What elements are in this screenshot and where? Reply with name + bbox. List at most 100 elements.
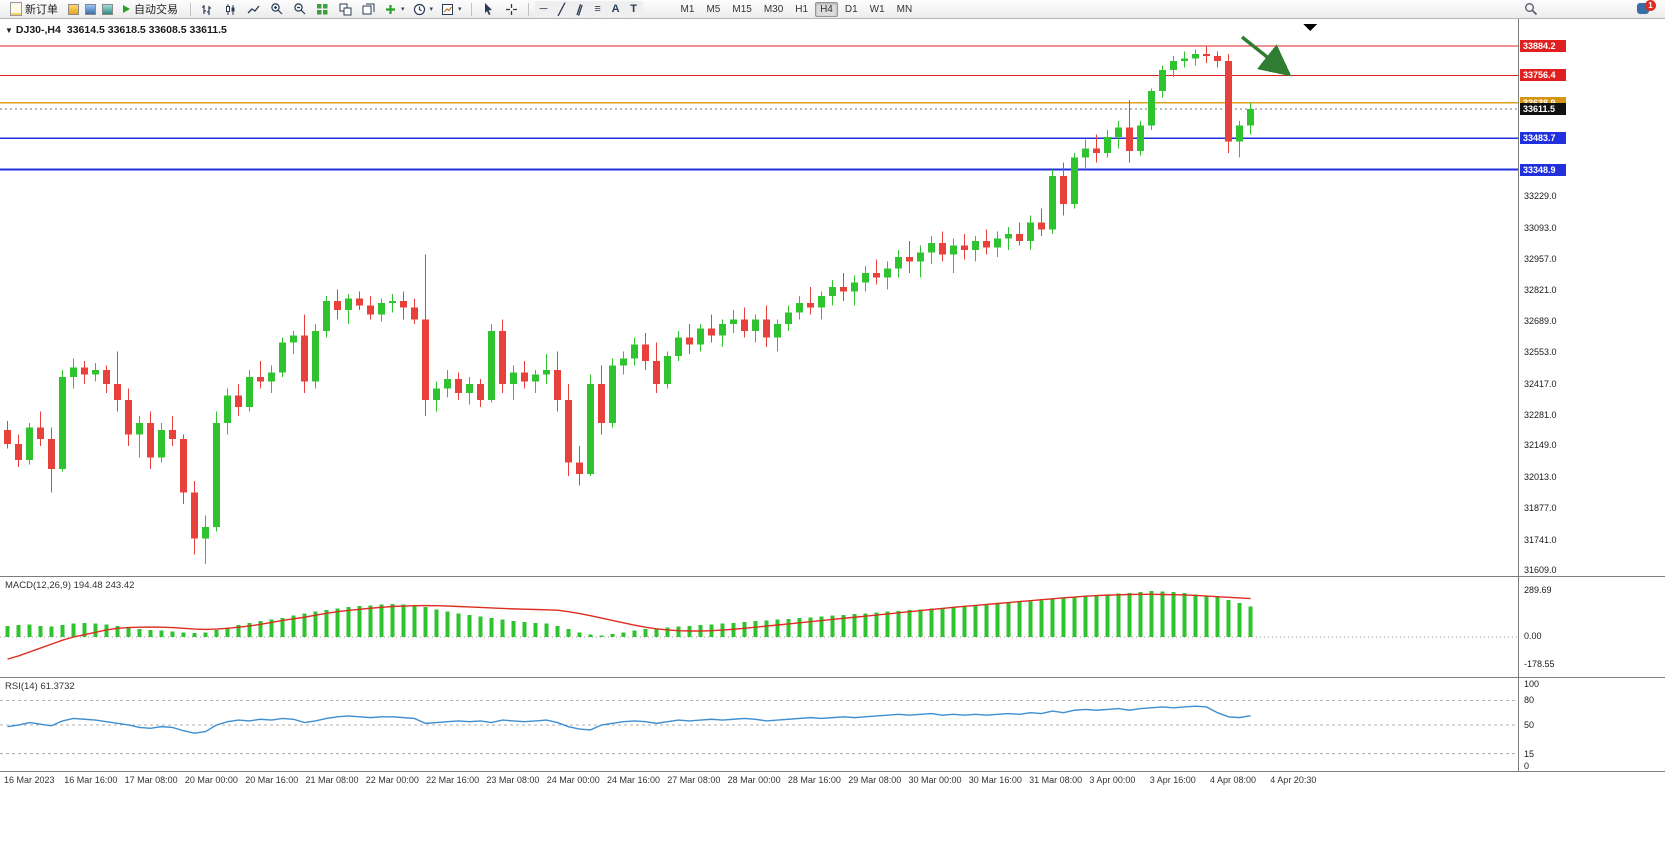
- timeframe-d1[interactable]: D1: [840, 2, 863, 17]
- navigator-icon[interactable]: [102, 3, 113, 15]
- cursor-icon[interactable]: [478, 0, 499, 18]
- candle: [213, 423, 220, 527]
- candle: [378, 303, 385, 315]
- candle: [840, 286, 847, 292]
- trendline-tool[interactable]: ╱: [552, 1, 571, 17]
- macd-bar: [5, 625, 10, 637]
- rsi-panel[interactable]: [0, 678, 1518, 771]
- fibo-tool[interactable]: ≡: [588, 1, 607, 17]
- macd-bar: [38, 625, 43, 637]
- macd-bar: [643, 629, 648, 637]
- timeframe-m15[interactable]: M15: [727, 2, 756, 17]
- candle: [1214, 56, 1221, 61]
- price-tick: 31741.0: [1524, 534, 1557, 545]
- toolbar: 新订单 自动交易: [0, 0, 1665, 19]
- text-tool[interactable]: A: [606, 1, 625, 17]
- price-tick: 32957.0: [1524, 253, 1557, 264]
- candle: [1005, 233, 1012, 239]
- market-watch-icon[interactable]: [68, 3, 79, 15]
- macd-panel[interactable]: [0, 577, 1518, 677]
- macd-bar: [71, 623, 76, 637]
- arrows-tool[interactable]: T: [624, 1, 643, 17]
- candle: [466, 383, 473, 394]
- candle: [1115, 127, 1122, 137]
- auto-trading-button[interactable]: 自动交易: [117, 1, 184, 17]
- candle: [1181, 58, 1188, 61]
- candle: [136, 423, 143, 435]
- macd-bar: [302, 613, 307, 637]
- macd-bar: [346, 606, 351, 637]
- macd-bar: [764, 620, 769, 637]
- macd-bar: [522, 621, 527, 637]
- candle: [1170, 60, 1177, 71]
- candle: [202, 526, 209, 539]
- timeframe-mn[interactable]: MN: [892, 2, 918, 17]
- candle: [224, 395, 231, 424]
- timeframe-h1[interactable]: H1: [790, 2, 813, 17]
- macd-bar: [357, 606, 362, 637]
- candlestick-chart-icon[interactable]: [220, 0, 241, 18]
- price-chart[interactable]: [0, 19, 1518, 576]
- period-button[interactable]: ▾: [410, 1, 437, 17]
- timeframe-w1[interactable]: W1: [865, 2, 890, 17]
- candle: [609, 365, 616, 424]
- zoom-out-icon[interactable]: [289, 0, 310, 18]
- crosshair-icon[interactable]: [501, 0, 522, 18]
- channel-tool[interactable]: ∥: [570, 1, 589, 17]
- notification-badge: 1: [1645, 0, 1656, 11]
- data-window-icon[interactable]: [85, 3, 96, 15]
- rsi-line: [7, 705, 1251, 734]
- macd-bar: [533, 622, 538, 637]
- auto-trading-label: 自动交易: [134, 4, 178, 16]
- macd-bar: [214, 629, 219, 637]
- arrange-windows-icon[interactable]: [335, 0, 356, 18]
- macd-bar: [841, 614, 846, 637]
- macd-signal-line: [7, 593, 1251, 660]
- trend-arrow-annotation[interactable]: [1240, 35, 1292, 77]
- chart-shift-marker[interactable]: [1303, 24, 1317, 31]
- macd-bar: [390, 603, 395, 637]
- macd-bar: [1039, 600, 1044, 637]
- candle: [81, 367, 88, 375]
- search-icon[interactable]: [1520, 0, 1541, 18]
- timeframe-h4[interactable]: H4: [815, 1, 838, 17]
- macd-bar: [1193, 594, 1198, 637]
- cascade-windows-icon[interactable]: [358, 0, 379, 18]
- macd-bar: [434, 609, 439, 637]
- macd-bar: [324, 610, 329, 637]
- candle: [1203, 53, 1210, 57]
- time-axis[interactable]: 16 Mar 2023 16 Mar 16:00 17 Mar 08:00 20 Ma…: [0, 772, 1518, 790]
- template-button[interactable]: ▾: [438, 1, 465, 17]
- candle: [246, 376, 253, 407]
- new-order-button[interactable]: 新订单: [4, 1, 64, 17]
- time-label: 31 Mar 08:00: [1029, 775, 1083, 785]
- candle: [1082, 148, 1089, 158]
- candle: [928, 243, 935, 253]
- macd-bar: [379, 604, 384, 637]
- candle: [939, 243, 946, 255]
- macd-bar: [775, 619, 780, 637]
- candle: [147, 423, 154, 458]
- price-axis[interactable]: 33229.0 33093.0 32957.0 32821.0 32689.0 32553…: [1519, 0, 1665, 841]
- candle: [686, 337, 693, 345]
- macd-bar: [456, 613, 461, 637]
- candle: [763, 319, 770, 338]
- candle: [1247, 109, 1254, 126]
- tile-windows-icon[interactable]: [312, 0, 333, 18]
- hline-tool[interactable]: ─: [534, 1, 553, 17]
- bar-chart-icon[interactable]: [197, 0, 218, 18]
- candle: [301, 335, 308, 382]
- price-tick: 33229.0: [1524, 191, 1557, 202]
- add-indicator-button[interactable]: ▾: [381, 1, 408, 17]
- zoom-in-icon[interactable]: [266, 0, 287, 18]
- timeframe-m1[interactable]: M1: [676, 2, 700, 17]
- notification-button[interactable]: 1: [1637, 0, 1656, 16]
- panel-separator[interactable]: [0, 677, 1665, 678]
- timeframe-m30[interactable]: M30: [759, 2, 788, 17]
- panel-separator[interactable]: [0, 576, 1665, 577]
- collapse-icon[interactable]: ▼: [5, 26, 13, 35]
- timeframe-m5[interactable]: M5: [701, 2, 725, 17]
- macd-bar: [16, 625, 21, 637]
- line-chart-icon[interactable]: [243, 0, 264, 18]
- macd-bar: [1116, 593, 1121, 637]
